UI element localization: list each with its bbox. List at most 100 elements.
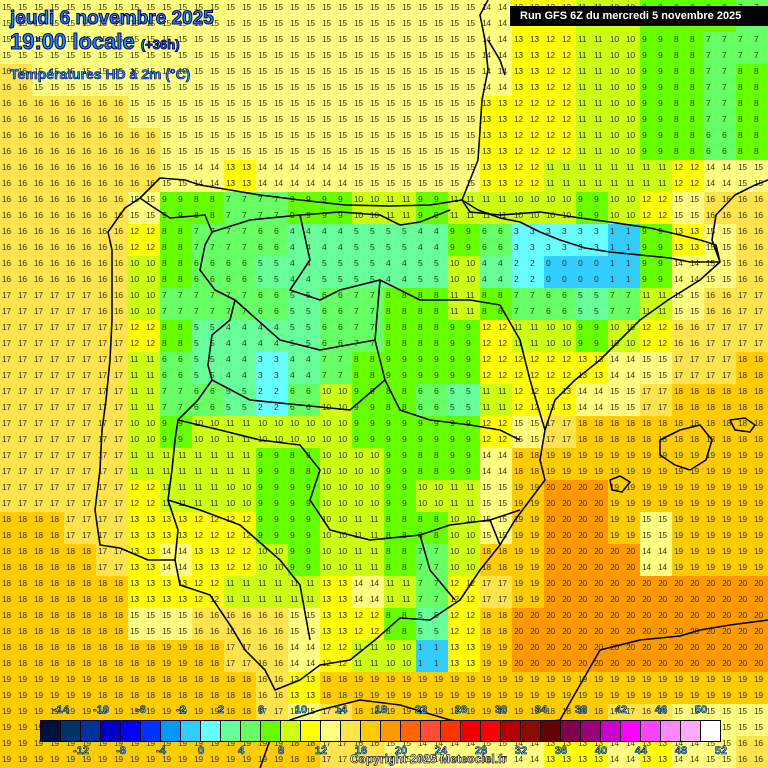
temperature-cell: 20 20 20 20 (512, 608, 544, 640)
temperature-cell: 20 20 20 20 (608, 576, 640, 608)
temperature-cell: 14 14 14 14 (288, 640, 320, 672)
colorbar-swatch (541, 721, 561, 741)
temperature-cell: 20 20 20 20 (736, 640, 768, 672)
colorbar-label-bottom: 16 (354, 745, 368, 758)
colorbar-label-top: -10 (93, 704, 110, 717)
colorbar-swatch (701, 721, 720, 741)
temperature-cell: 20 20 20 20 (576, 608, 608, 640)
temperature-cell: 20 20 20 20 (608, 640, 640, 672)
colorbar-swatch (361, 721, 381, 741)
temperature-cell: 20 20 20 20 (640, 608, 672, 640)
colorbar-swatch (181, 721, 201, 741)
temperature-cell: 20 20 20 20 (576, 640, 608, 672)
colorbar-label-top: 30 (494, 704, 508, 717)
